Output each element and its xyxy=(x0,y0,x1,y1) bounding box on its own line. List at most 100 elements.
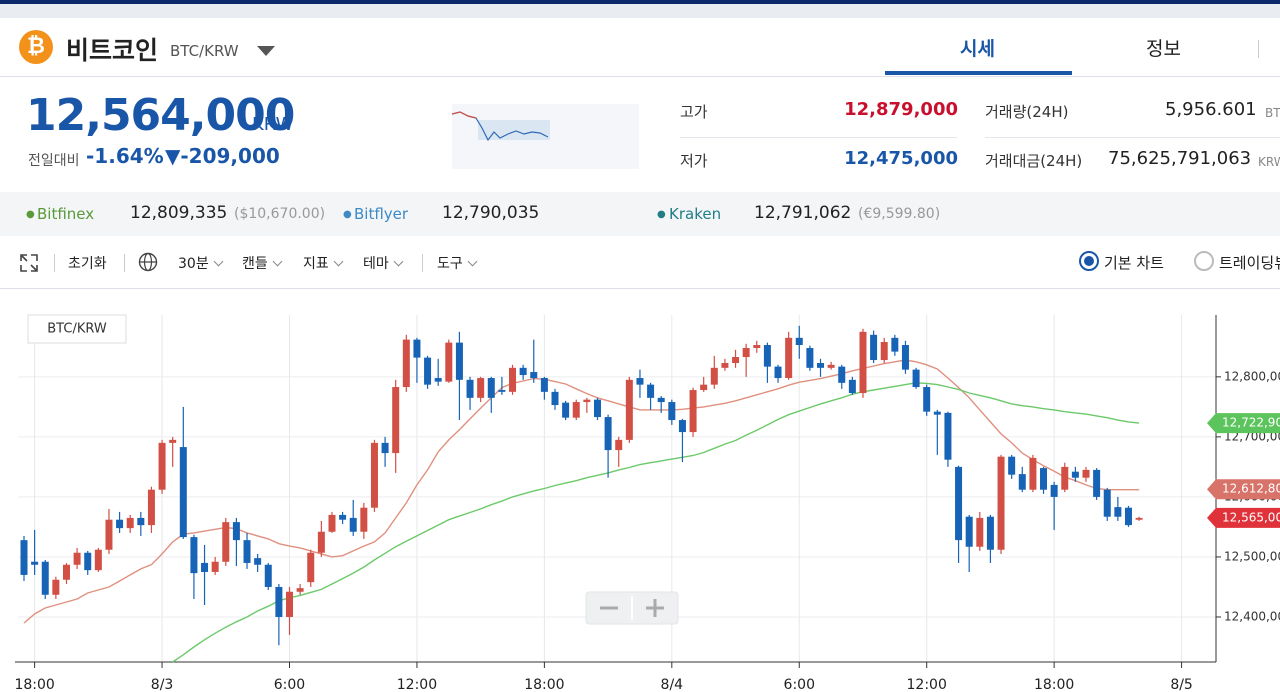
candle-body xyxy=(519,367,527,376)
candle-body xyxy=(785,337,793,379)
candle-body xyxy=(73,552,81,565)
candle-body xyxy=(1071,471,1079,478)
candle-body xyxy=(880,342,888,361)
sparkline-line xyxy=(452,111,477,119)
candle-body xyxy=(912,369,920,388)
toolbar-dropdown[interactable]: 30분 xyxy=(178,253,224,273)
symbol-label: BTC/KRW xyxy=(47,322,107,337)
toolbar-dropdown[interactable]: 테마 xyxy=(363,253,404,273)
toolbar-label: 도구 xyxy=(437,256,463,272)
top-strip xyxy=(0,4,1280,18)
radio-label[interactable]: 트레이딩뷰 xyxy=(1219,254,1280,272)
candle-body xyxy=(593,399,601,418)
candle-body xyxy=(657,397,665,403)
bullet: ● xyxy=(657,209,666,220)
toolbar-label: 30분 xyxy=(178,256,209,272)
candle-body xyxy=(615,439,623,451)
candle-body xyxy=(1082,469,1090,478)
x-tick-label: 12:00 xyxy=(397,677,437,692)
candle-body xyxy=(62,564,70,580)
candle-body xyxy=(827,364,835,368)
candle-body xyxy=(965,516,973,547)
exchange-price: 12,790,035 xyxy=(442,203,540,223)
toolbar-button[interactable]: 초기화 xyxy=(68,256,107,272)
change-label: 전일대비 xyxy=(28,153,80,169)
candle-body xyxy=(625,379,633,440)
exchange-price: 12,791,062 xyxy=(754,203,852,223)
amount-value: 75,625,791,063 xyxy=(1108,148,1252,169)
radio[interactable] xyxy=(1194,251,1214,271)
low-value: 12,475,000 xyxy=(844,148,958,169)
tab[interactable]: 정보 xyxy=(1146,38,1181,60)
separator xyxy=(54,254,55,272)
candle-body xyxy=(678,420,686,433)
x-tick-label: 18:00 xyxy=(524,677,564,692)
candle-body xyxy=(413,339,421,358)
candle-body xyxy=(870,334,878,361)
candle-body xyxy=(222,522,230,562)
candle-body xyxy=(477,378,485,398)
low-label: 저가 xyxy=(680,152,708,170)
y-tick-label: 12,400,000 xyxy=(1224,609,1280,623)
exchange-name: Kraken xyxy=(669,205,722,223)
candle-body xyxy=(31,561,39,565)
zoom-in[interactable] xyxy=(646,599,664,617)
candle-body xyxy=(795,337,803,346)
candle-body xyxy=(275,586,283,617)
candle-body xyxy=(509,367,517,392)
tab[interactable]: 시세 xyxy=(960,38,995,60)
price-tag xyxy=(1207,479,1280,500)
amount-label: 거래대금(24H) xyxy=(985,152,1083,170)
candle-body xyxy=(317,531,325,553)
radio-selected[interactable] xyxy=(1079,251,1099,271)
candle-body xyxy=(370,442,378,508)
price-unit: KRW xyxy=(252,114,294,135)
candle-body xyxy=(976,517,984,547)
toolbar-dropdown[interactable]: 도구 xyxy=(437,253,478,273)
candle-body xyxy=(1114,507,1122,517)
toolbar-dropdown[interactable]: 캔들 xyxy=(242,253,283,273)
expand-icon[interactable] xyxy=(19,253,39,273)
x-tick-label: 8/5 xyxy=(1170,677,1193,692)
high-value: 12,879,000 xyxy=(844,99,958,120)
candle-body xyxy=(891,337,899,352)
price-tag xyxy=(1207,413,1280,434)
candle-body xyxy=(126,517,134,529)
candle-body xyxy=(838,366,846,383)
candle-body xyxy=(339,514,347,520)
candle-body xyxy=(859,331,867,394)
candle-body xyxy=(232,522,240,541)
exchange-name: Bitfinex xyxy=(37,205,95,223)
candle-body xyxy=(487,378,495,398)
candle-body xyxy=(328,514,336,532)
divider xyxy=(0,76,1280,77)
toolbar-dropdown[interactable]: 지표 xyxy=(303,253,344,273)
divider xyxy=(680,137,957,138)
candle-body xyxy=(455,342,463,380)
candle-body xyxy=(562,402,570,418)
candle-body xyxy=(445,342,453,382)
candle-body xyxy=(84,552,92,571)
toolbar-label: 테마 xyxy=(363,256,389,272)
separator xyxy=(1258,40,1259,58)
candle-body xyxy=(817,363,824,368)
candle-body xyxy=(806,348,814,368)
candle-body xyxy=(424,357,432,385)
candle-body xyxy=(392,387,400,454)
separator xyxy=(422,254,423,272)
candle-body xyxy=(955,466,963,541)
candle-body xyxy=(1050,484,1058,497)
globe-icon[interactable] xyxy=(138,252,158,272)
candle-body xyxy=(264,564,272,587)
change-amount: ▼-209,000 xyxy=(165,144,280,168)
volume-label: 거래량(24H) xyxy=(985,103,1069,121)
candle-body xyxy=(572,402,580,418)
candle-body xyxy=(286,591,293,617)
candle-body xyxy=(20,540,28,575)
candle-body xyxy=(923,387,931,412)
candle-body xyxy=(721,363,729,368)
candle-body xyxy=(668,402,676,421)
radio-label[interactable]: 기본 차트 xyxy=(1104,254,1164,272)
dropdown-arrow[interactable] xyxy=(257,46,275,56)
tab-underline xyxy=(885,71,1072,75)
